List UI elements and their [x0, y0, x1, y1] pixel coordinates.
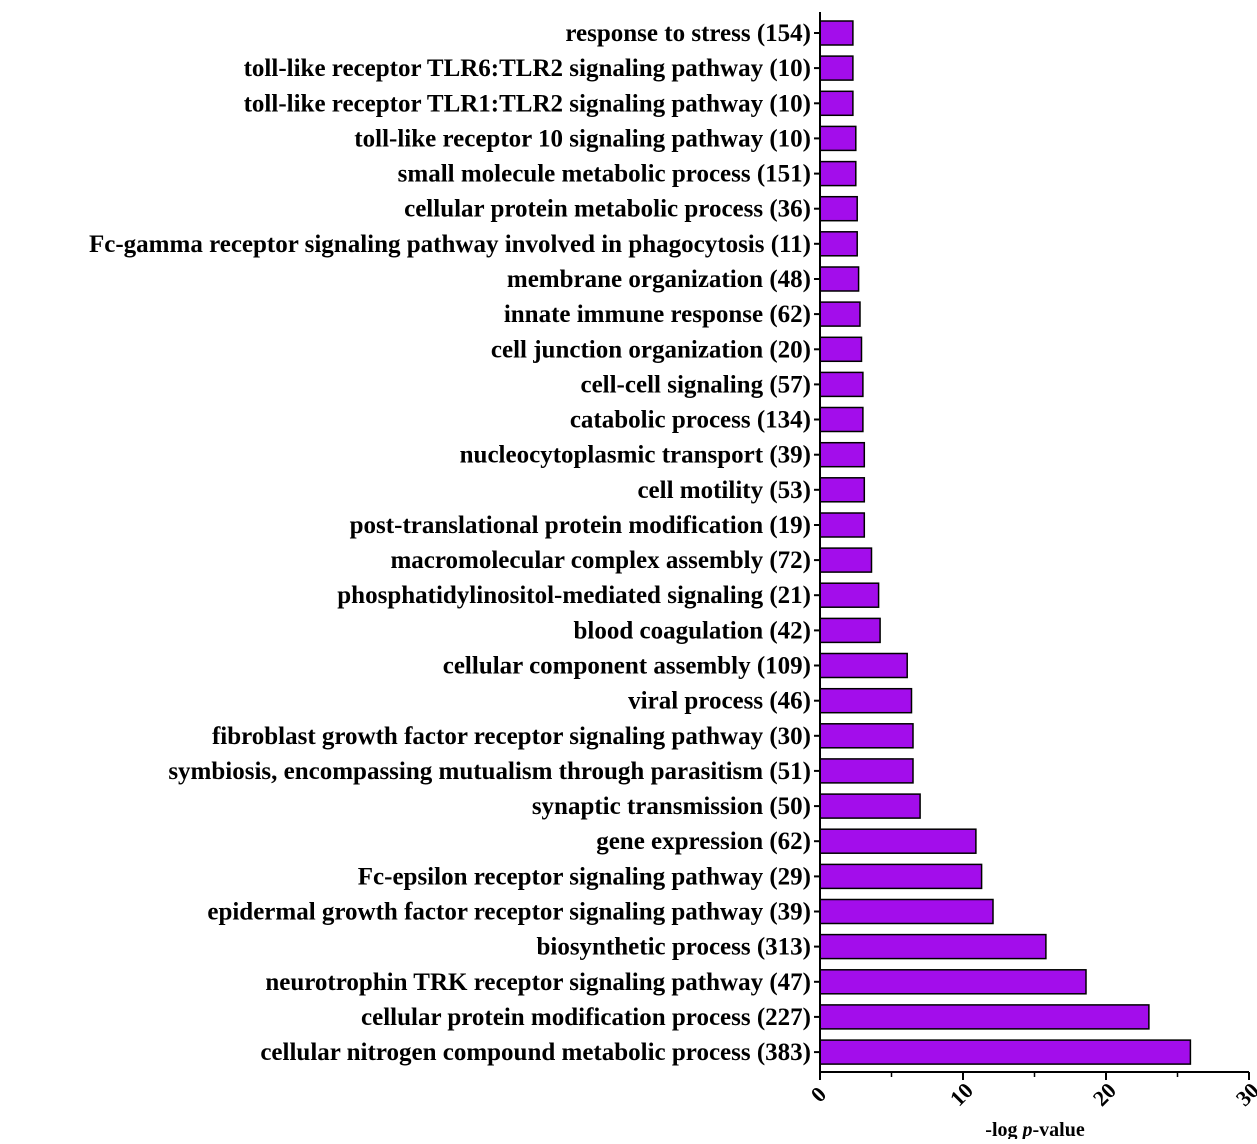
category-label: cell junction organization (20)	[491, 336, 811, 363]
category-label: synaptic transmission (50)	[532, 793, 811, 820]
category-label: toll-like receptor 10 signaling pathway …	[354, 125, 811, 152]
bar	[819, 371, 864, 398]
bar	[819, 652, 908, 679]
category-label: cellular protein metabolic process (36)	[404, 196, 811, 223]
category-label: post-translational protein modification …	[350, 512, 811, 539]
category-label: cellular protein modification process (2…	[361, 1004, 811, 1031]
bar	[819, 723, 914, 749]
bar	[819, 758, 914, 784]
bar	[819, 582, 880, 608]
bar	[819, 125, 857, 152]
x-tick-label: 0	[806, 1082, 831, 1107]
x-axis-title-italic: p	[1021, 1119, 1033, 1139]
x-axis-title-suffix: -value	[1033, 1119, 1085, 1139]
category-label: cell motility (53)	[637, 477, 811, 504]
bar	[819, 969, 1087, 995]
bar	[819, 90, 854, 117]
category-label: cellular nitrogen compound metabolic pro…	[260, 1039, 811, 1066]
bar	[819, 195, 858, 222]
bar	[819, 933, 1047, 960]
bar	[819, 406, 864, 433]
bar	[819, 687, 913, 714]
bar	[819, 477, 866, 503]
bars-layer	[819, 20, 1192, 1065]
bar	[819, 512, 866, 538]
category-label: symbiosis, encompassing mutualism throug…	[168, 758, 811, 785]
bar	[819, 863, 983, 890]
category-label: small molecule metabolic process (151)	[398, 161, 811, 188]
bar	[819, 547, 873, 573]
category-label: macromolecular complex assembly (72)	[390, 547, 811, 574]
category-label: phosphatidylinositol-mediated signaling …	[337, 582, 811, 609]
bar	[819, 266, 860, 292]
category-label: toll-like receptor TLR1:TLR2 signaling p…	[244, 90, 811, 117]
category-label: gene expression (62)	[596, 828, 811, 855]
category-label: epidermal growth factor receptor signali…	[207, 899, 811, 926]
x-axis-title-prefix: -log	[985, 1119, 1022, 1139]
x-tick-label: 30	[1231, 1078, 1257, 1111]
category-label: cellular component assembly (109)	[443, 653, 811, 680]
category-label: response to stress (154)	[565, 20, 811, 47]
bar	[819, 617, 881, 644]
category-label: catabolic process (134)	[570, 407, 811, 434]
bar	[819, 231, 858, 257]
category-label: viral process (46)	[628, 688, 811, 715]
bar	[819, 828, 977, 854]
x-tick-label: 20	[1088, 1078, 1121, 1111]
x-axis-title: -log p-value	[985, 1119, 1085, 1139]
category-label: Fc-gamma receptor signaling pathway invo…	[89, 231, 811, 258]
category-label: biosynthetic process (313)	[536, 934, 811, 961]
category-label: fibroblast growth factor receptor signal…	[212, 723, 811, 750]
category-label: nucleocytoplasmic transport (39)	[460, 442, 811, 469]
category-label: innate immune response (62)	[504, 301, 811, 328]
category-label: neurotrophin TRK receptor signaling path…	[265, 969, 811, 996]
bar	[819, 1039, 1192, 1065]
bar	[819, 160, 857, 187]
category-label: Fc-epsilon receptor signaling pathway (2…	[358, 863, 811, 890]
bar	[819, 898, 994, 925]
category-label: blood coagulation (42)	[573, 617, 811, 644]
bar	[819, 1004, 1150, 1030]
x-tick-label: 10	[945, 1078, 978, 1111]
bar	[819, 793, 921, 819]
category-label: cell-cell signaling (57)	[580, 371, 811, 398]
category-label: membrane organization (48)	[507, 266, 811, 293]
bar	[819, 301, 861, 327]
bar	[819, 441, 866, 468]
bar	[819, 55, 854, 81]
bar	[819, 336, 863, 363]
bar	[819, 20, 854, 46]
y-axis: response to stress (154) toll-like recept…	[89, 12, 821, 1072]
x-axis: 0 10 20 30	[806, 1071, 1257, 1111]
category-label: toll-like receptor TLR6:TLR2 signaling p…	[244, 55, 811, 82]
